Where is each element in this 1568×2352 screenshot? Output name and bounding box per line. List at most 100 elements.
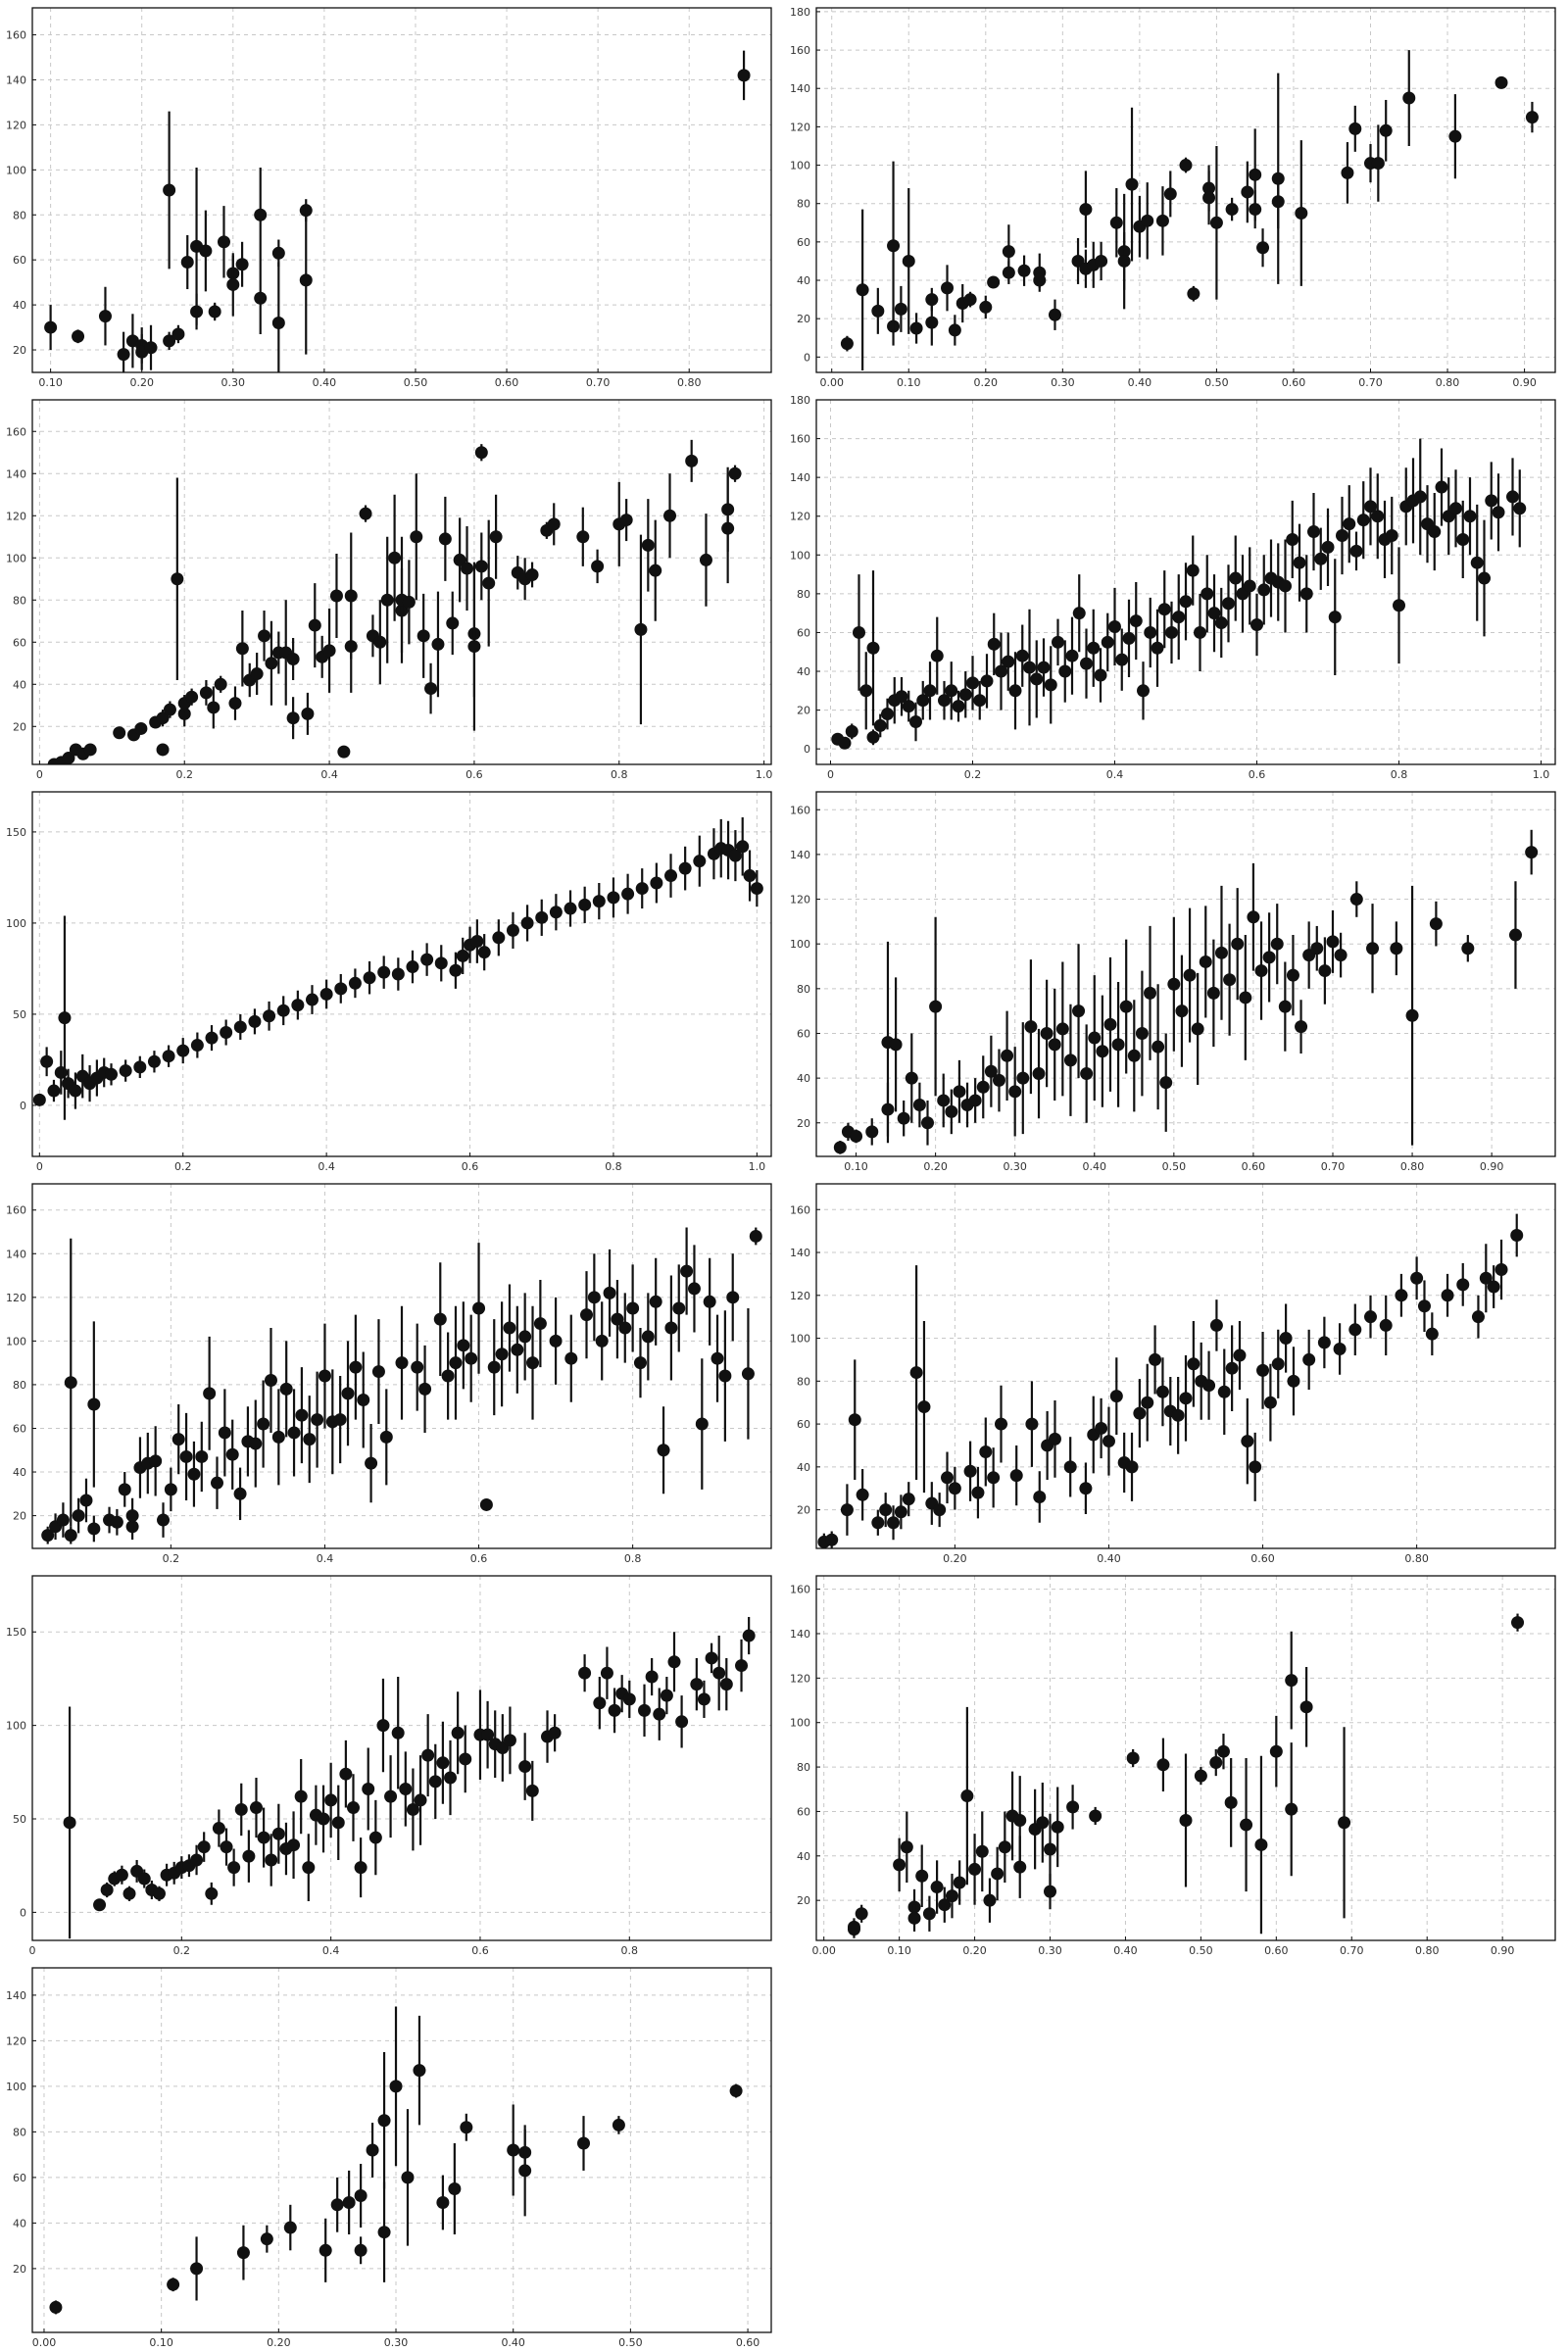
y-tick-label: 60 [13, 636, 26, 649]
data-point [1525, 111, 1539, 124]
data-point [401, 2171, 415, 2184]
data-point [859, 684, 873, 698]
y-tick-label: 0 [20, 1100, 26, 1112]
data-point [1366, 942, 1380, 956]
data-point [941, 281, 955, 295]
chart-panel-4: 0 0.2 0.4 0.6 0.8 1.0 0 20 40 60 80 100 120 140 160 180 [784, 392, 1568, 784]
data-point [333, 1413, 347, 1427]
y-tick-label: 20 [797, 705, 810, 717]
scatter-chart-11: 0.00 0.10 0.20 0.30 0.40 0.50 0.60 20 40 60 80 100 1… [6, 1967, 772, 2349]
x-tick-label: 0.10 [149, 2336, 173, 2349]
data-point [840, 1503, 854, 1517]
data-point [525, 567, 539, 581]
x-tick-label: 0.70 [1321, 1160, 1346, 1173]
data-point [1485, 494, 1498, 508]
data-point [302, 1861, 316, 1875]
data-point [265, 1853, 278, 1867]
data-point [93, 1898, 107, 1912]
data-point [564, 902, 577, 915]
data-point [718, 1369, 732, 1383]
data-point [902, 700, 915, 713]
data-point [1103, 1017, 1117, 1031]
data-point [952, 700, 965, 713]
data-point [749, 1229, 762, 1243]
data-point [354, 2243, 368, 2257]
data-point [357, 1394, 370, 1407]
data-point [968, 1094, 982, 1107]
data-point [1122, 631, 1136, 645]
data-point [295, 1408, 309, 1422]
x-tick-label: 0.4 [320, 768, 338, 781]
data-point [518, 2164, 532, 2178]
data-point [125, 1509, 139, 1523]
data-point [339, 1767, 353, 1781]
data-point [291, 999, 305, 1012]
data-point [1256, 1363, 1270, 1377]
data-point [1302, 1352, 1316, 1366]
x-tick-label: 0.6 [1249, 768, 1266, 781]
data-point [1463, 510, 1477, 523]
data-point [866, 641, 880, 655]
data-point [845, 724, 858, 738]
data-point [1095, 254, 1108, 268]
data-point [735, 1659, 749, 1673]
data-point [354, 1861, 368, 1875]
data-point [1299, 1700, 1313, 1714]
y-tick-label: 120 [790, 1672, 810, 1685]
data-point [948, 323, 961, 337]
y-tick-label: 120 [6, 119, 26, 131]
data-point [1066, 1800, 1080, 1814]
y-tick-label: 80 [13, 1379, 26, 1392]
y-tick-label: 120 [6, 2034, 26, 2047]
data-point [337, 745, 351, 759]
data-point [334, 982, 348, 996]
data-point [1051, 1820, 1064, 1834]
data-point [1478, 571, 1491, 585]
data-point [1461, 942, 1475, 956]
data-point [414, 1793, 427, 1807]
data-point [233, 1020, 247, 1034]
y-tick-label: 20 [13, 720, 26, 733]
data-point [1385, 529, 1398, 543]
data-point [591, 560, 605, 573]
data-point [100, 1883, 114, 1896]
data-point [83, 743, 97, 757]
data-point [1117, 254, 1131, 268]
data-point [167, 2278, 180, 2291]
x-tick-label: 0.00 [811, 1944, 836, 1957]
data-point [156, 711, 170, 725]
data-point [1065, 649, 1079, 662]
data-point [62, 752, 75, 764]
data-point [1109, 216, 1123, 229]
data-point [461, 562, 474, 575]
data-point [322, 644, 336, 658]
data-point [64, 1529, 77, 1543]
data-point [1295, 1020, 1308, 1034]
data-points [32, 817, 763, 1120]
data-point [366, 2143, 379, 2157]
data-point [1089, 1809, 1102, 1823]
y-tick-label: 50 [13, 1008, 26, 1021]
data-point [1080, 1067, 1094, 1081]
x-tick-label: 0 [827, 768, 834, 781]
data-point [1510, 1229, 1524, 1243]
y-tick-label: 160 [790, 44, 810, 57]
data-point [341, 1387, 355, 1400]
data-point [420, 953, 434, 966]
data-point [1179, 159, 1193, 172]
y-tick-label: 120 [790, 894, 810, 906]
data-point [179, 1449, 193, 1463]
data-point [391, 1726, 405, 1740]
y-tick-label: 40 [797, 274, 810, 287]
data-point [287, 1426, 301, 1440]
data-point [346, 1801, 360, 1815]
x-tick-label: 0.70 [1340, 1944, 1364, 1957]
data-point [377, 2114, 391, 2128]
x-tick-label: 0.40 [1128, 376, 1152, 389]
data-point [257, 1831, 270, 1844]
data-point [1333, 1342, 1347, 1355]
y-tick-label: 120 [790, 1290, 810, 1302]
data-point [1231, 937, 1245, 951]
y-tick-label: 60 [797, 1027, 810, 1040]
data-point [1002, 266, 1015, 279]
